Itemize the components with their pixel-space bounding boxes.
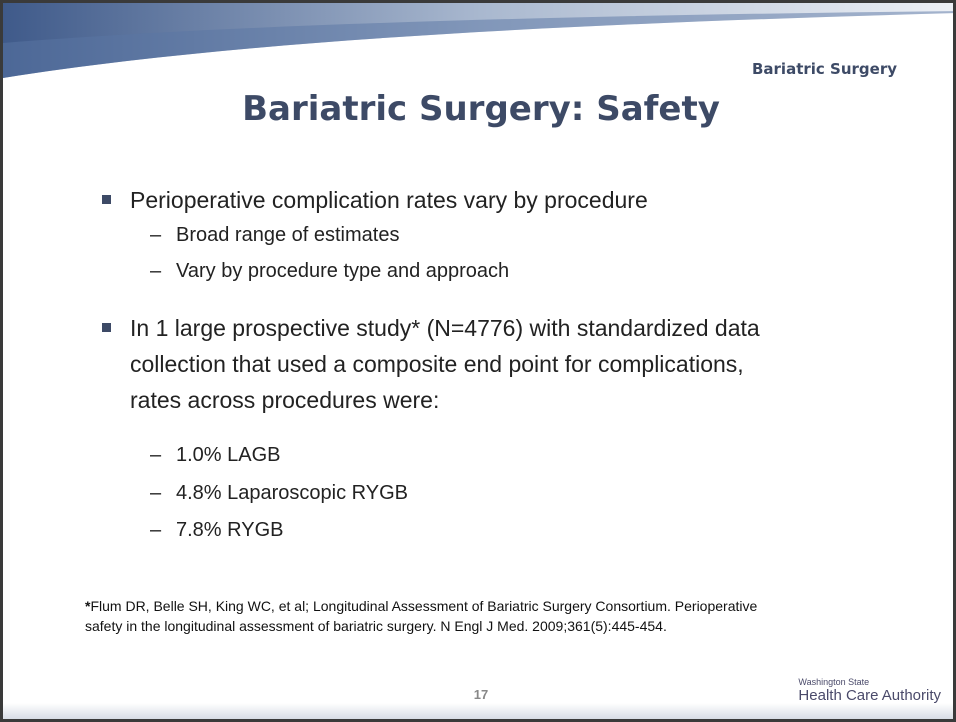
sub-bullet-text: Vary by procedure type and approach <box>176 260 510 282</box>
slide-decoration <box>3 3 953 719</box>
sub-bullet-text: 7.8% RYGB <box>176 519 284 541</box>
sub-bullet: – Broad range of estimates <box>150 224 400 246</box>
sub-bullet: –1.0% LAGB <box>150 444 281 466</box>
bullet-text: In 1 large prospective study* (N=4776) w… <box>130 315 760 413</box>
sub-bullet-text: Broad range of estimates <box>176 224 400 246</box>
sub-bullet: –4.8% Laparoscopic RYGB <box>150 482 408 504</box>
bullet-text: Perioperative complication rates vary by… <box>130 187 648 213</box>
page-number: 17 <box>473 687 489 702</box>
sub-bullet: – Vary by procedure type and approach <box>150 260 510 282</box>
footnote-text: Flum DR, Belle SH, King WC, et al; Longi… <box>85 598 758 634</box>
sub-bullet: –7.8% RYGB <box>150 519 284 541</box>
sub-bullet-text: 1.0% LAGB <box>176 444 281 466</box>
logo: Washington State Health Care Authority <box>798 677 941 704</box>
logo-bottom: Health Care Authority <box>798 687 941 704</box>
logo-top: Washington State <box>798 677 870 687</box>
bullet: Perioperative complication rates vary by… <box>102 182 648 218</box>
footnote: *Flum DR, Belle SH, King WC, et al; Long… <box>85 596 785 636</box>
footnote-marker: * <box>85 598 91 614</box>
sub-bullet-text: 4.8% Laparoscopic RYGB <box>176 482 408 504</box>
header-label: Bariatric Surgery <box>751 60 897 78</box>
bullet: In 1 large prospective study* (N=4776) w… <box>102 310 790 418</box>
slide-title: Bariatric Surgery: Safety <box>242 89 720 129</box>
